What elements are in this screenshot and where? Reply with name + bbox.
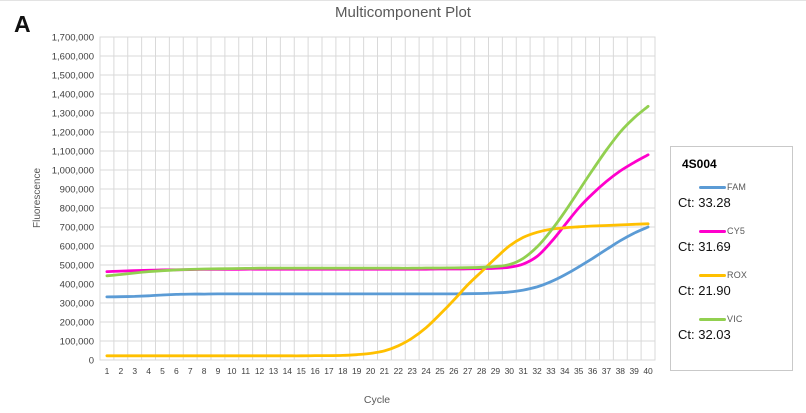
svg-text:36: 36 [588, 366, 598, 376]
svg-text:20: 20 [366, 366, 376, 376]
svg-text:40: 40 [643, 366, 653, 376]
vic-ct-value: Ct: 32.03 [678, 327, 731, 342]
fam-curve [105, 225, 650, 299]
legend-entry-vic: VIC Ct: 32.03 [671, 313, 792, 342]
svg-text:1: 1 [105, 366, 110, 376]
svg-text:3: 3 [132, 366, 137, 376]
x-axis-title: Cycle [364, 394, 390, 406]
svg-text:1,100,000: 1,100,000 [52, 147, 94, 158]
legend-entry-fam: FAM Ct: 33.28 [671, 181, 792, 210]
svg-text:1,700,000: 1,700,000 [52, 33, 94, 44]
legend-entry-rox: ROX Ct: 21.90 [671, 269, 792, 298]
svg-text:0: 0 [89, 356, 94, 367]
legend-entry-cy5: CY5 Ct: 31.69 [671, 225, 792, 254]
svg-text:5: 5 [160, 366, 165, 376]
rox-ct-value: Ct: 21.90 [678, 283, 731, 298]
svg-text:38: 38 [616, 366, 626, 376]
svg-text:29: 29 [491, 366, 501, 376]
y-axis-title: Fluorescence [32, 168, 43, 228]
panel-label: A [14, 11, 31, 37]
svg-text:23: 23 [407, 366, 417, 376]
cy5-line-swatch [699, 229, 726, 233]
svg-text:1,400,000: 1,400,000 [52, 90, 94, 101]
fam-label: FAM [727, 182, 747, 192]
svg-text:33: 33 [546, 366, 556, 376]
sample-id: 4S004 [682, 157, 717, 171]
chart-title: Multicomponent Plot [335, 4, 471, 21]
svg-text:800,000: 800,000 [60, 204, 94, 215]
svg-text:100,000: 100,000 [60, 337, 94, 348]
vic-line-swatch [699, 317, 726, 321]
fam-ct-value: Ct: 33.28 [678, 195, 731, 210]
svg-text:22: 22 [394, 366, 404, 376]
svg-text:500,000: 500,000 [60, 261, 94, 272]
svg-text:900,000: 900,000 [60, 185, 94, 196]
svg-text:400,000: 400,000 [60, 280, 94, 291]
svg-text:31: 31 [518, 366, 528, 376]
svg-text:700,000: 700,000 [60, 223, 94, 234]
svg-text:19: 19 [352, 366, 362, 376]
cy5-ct-value: Ct: 31.69 [678, 239, 731, 254]
fam-line-swatch [699, 185, 726, 189]
svg-text:37: 37 [602, 366, 612, 376]
svg-text:21: 21 [380, 366, 390, 376]
svg-text:2: 2 [118, 366, 123, 376]
svg-text:27: 27 [463, 366, 473, 376]
svg-text:15: 15 [296, 366, 306, 376]
svg-text:39: 39 [629, 366, 639, 376]
svg-text:12: 12 [255, 366, 265, 376]
svg-text:17: 17 [324, 366, 334, 376]
svg-text:7: 7 [188, 366, 193, 376]
svg-text:1,600,000: 1,600,000 [52, 52, 94, 63]
svg-text:35: 35 [574, 366, 584, 376]
vic-curve [105, 104, 650, 278]
svg-text:26: 26 [449, 366, 459, 376]
svg-text:1,500,000: 1,500,000 [52, 71, 94, 82]
cy5-label: CY5 [727, 226, 746, 236]
svg-text:16: 16 [310, 366, 320, 376]
svg-text:28: 28 [477, 366, 487, 376]
svg-text:200,000: 200,000 [60, 318, 94, 329]
svg-text:300,000: 300,000 [60, 299, 94, 310]
svg-text:18: 18 [338, 366, 348, 376]
rox-line-swatch [699, 273, 726, 277]
svg-text:9: 9 [216, 366, 221, 376]
svg-text:11: 11 [241, 366, 250, 376]
svg-text:25: 25 [435, 366, 445, 376]
svg-text:32: 32 [532, 366, 542, 376]
svg-text:4: 4 [146, 366, 151, 376]
svg-text:600,000: 600,000 [60, 242, 94, 253]
svg-text:14: 14 [283, 366, 293, 376]
svg-text:24: 24 [421, 366, 431, 376]
svg-text:10: 10 [227, 366, 237, 376]
svg-text:1,000,000: 1,000,000 [52, 166, 94, 177]
svg-text:30: 30 [505, 366, 515, 376]
svg-text:6: 6 [174, 366, 179, 376]
svg-text:13: 13 [269, 366, 279, 376]
fluorescence-curves [105, 104, 650, 358]
legend-box: 4S004 FAM Ct: 33.28 CY5 Ct: 31.69 ROX Ct… [670, 146, 793, 371]
svg-text:34: 34 [560, 366, 570, 376]
svg-text:1,200,000: 1,200,000 [52, 128, 94, 139]
axis-tick-labels: 0 100,000 200,000 300,000 400,000 500,000 600,… [52, 33, 653, 377]
rox-curve [105, 222, 650, 358]
vic-label: VIC [727, 314, 743, 324]
gridlines [99, 36, 656, 361]
svg-text:1,300,000: 1,300,000 [52, 109, 94, 120]
rox-label: ROX [727, 270, 748, 280]
svg-text:8: 8 [202, 366, 207, 376]
